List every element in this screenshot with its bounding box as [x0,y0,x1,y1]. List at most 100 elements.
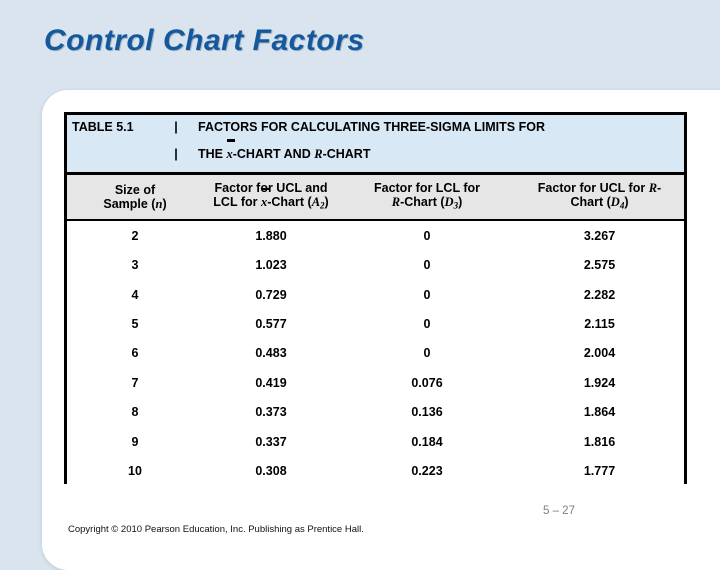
table-cell: 0.223 [411,464,443,479]
table-cell: 2.282 [583,287,616,302]
column-header-line: Factor for LCL for [374,181,480,195]
caption-text-line1: FACTORS FOR CALCULATING THREE-SIGMA LIMI… [198,120,545,134]
caption-segment: -CHART [322,147,371,161]
slide-root: Control Chart Factors TABLE 5.1 | FACTOR… [42,24,720,570]
table-cell: 0.373 [255,405,287,420]
table-cell: 0.577 [255,317,287,332]
caption-separator: | [174,120,178,134]
header-segment: Factor for UCL and [214,181,328,196]
header-segment: - [657,181,662,196]
caption-row-1: TABLE 5.1 | FACTORS FOR CALCULATING THRE… [67,120,684,135]
table-row: 10 0.308 0.223 1.777 [67,457,684,486]
header-segment: R [391,195,401,210]
table-cell: 3 [131,258,139,273]
column-header-line: Factor for UCL and [215,181,328,195]
caption-segment: THE [198,147,227,161]
column-header-1: Size of Sample (n) [67,175,203,219]
table-row: 9 0.337 0.184 1.816 [67,427,684,456]
caption-segment: x [226,139,236,161]
table-cell: 7 [131,375,139,390]
header-segment: 3 [453,200,459,211]
table-cell: 0.184 [411,434,443,449]
header-segment: D [444,195,454,210]
table-cell: 2.575 [583,258,616,273]
header-segment: n [155,197,163,211]
table-cell: 1.023 [255,258,287,273]
table-cell: 0 [423,287,431,302]
table-row: 7 0.419 0.076 1.924 [67,368,684,397]
header-segment: -Chart ( [400,195,445,210]
header-segment: x [260,187,271,210]
table-cell: 0 [423,346,431,361]
table-cell: 0 [423,317,431,332]
table-cell: 10 [128,464,142,479]
copyright-text: Copyright © 2010 Pearson Education, Inc.… [68,524,364,535]
column-header-line: Sample (n) [103,197,166,211]
header-segment: Factor for UCL for [537,181,649,196]
table-row: 6 0.483 0 2.004 [67,339,684,368]
header-segment: ) [624,195,629,210]
table-label: TABLE 5.1 [72,120,134,134]
factors-table: TABLE 5.1 | FACTORS FOR CALCULATING THRE… [64,112,687,486]
table-cell: 2 [131,228,139,243]
table-cell: 8 [131,405,139,420]
table-cell: 4 [131,287,139,302]
table-cell: 1.816 [583,434,616,449]
caption-text-line2: THE x-CHART AND R-CHART [184,139,684,162]
table-row: 4 0.729 0 2.282 [67,280,684,309]
header-segment: Size of [114,183,156,197]
table-row: 5 0.577 0 2.115 [67,309,684,338]
column-header-2: Factor for UCL and LCL for x-Chart (A2) [203,175,339,219]
page-number: 5 – 27 [543,505,575,517]
column-header-3: Factor for LCL for R-Chart (D3) [339,175,515,219]
column-header-4: Factor for UCL for R- Chart (D4) [515,175,684,219]
table-cell: 0 [423,258,431,273]
header-segment: ) [458,195,463,210]
column-header-line: Chart (D4) [571,195,629,212]
table-cell: 0.483 [255,346,287,361]
header-segment: ) [324,195,329,210]
header-segment: Chart ( [570,195,611,210]
header-segment: -Chart ( [267,195,312,210]
table-cell: 0.136 [411,405,443,420]
header-segment: LCL for [213,195,261,210]
table-cell: 0.076 [411,375,443,390]
column-header-line: Size of [115,183,155,197]
table-cell: 3.267 [583,228,616,243]
table-cell: 0.729 [255,287,287,302]
table-body: 2 1.880 0 3.267 3 1.023 0 2.575 4 0.729 0 2.282 5 0.5… [67,221,684,486]
column-header-line: LCL for x-Chart (A2) [213,187,329,212]
caption-segment: R [314,147,323,161]
caption-segment: -CHART AND [232,147,315,161]
header-segment: 2 [320,200,325,211]
slide-title: Control Chart Factors [44,24,365,57]
table-row: 8 0.373 0.136 1.864 [67,398,684,427]
table-cell: 2.115 [584,317,615,332]
table-cell: 5 [131,317,139,332]
caption-row-2: | THE x-CHART AND R-CHART [67,139,684,162]
table-caption: TABLE 5.1 | FACTORS FOR CALCULATING THRE… [67,115,684,175]
table-cell: 0.337 [255,434,287,449]
table-cell: 0.419 [255,375,287,390]
table-cell: 6 [131,346,139,361]
table-cell: 1.880 [255,228,287,243]
column-headers: Size of Sample (n) Factor for UCL and LCL f… [67,175,684,221]
caption-separator: | [174,147,178,161]
table-cell: 1.777 [583,464,616,479]
header-segment: Factor for LCL for [373,181,481,196]
header-segment: ) [162,197,167,211]
table-row: 2 1.880 0 3.267 [67,221,684,250]
table-cell: 0.308 [255,464,287,479]
header-segment: R [648,181,658,196]
header-segment: Sample ( [103,197,156,211]
table-cell: 0 [423,228,431,243]
column-header-line: R-Chart (D3) [392,195,463,212]
column-header-line: Factor for UCL for R- [538,181,661,195]
table-cell: 2.004 [583,346,616,361]
table-cell: 1.924 [583,375,616,390]
table-cell: 1.864 [583,405,616,420]
table-cell: 9 [131,434,139,449]
header-segment: A [311,195,321,210]
table-row: 3 1.023 0 2.575 [67,250,684,279]
header-segment: D [610,195,620,210]
